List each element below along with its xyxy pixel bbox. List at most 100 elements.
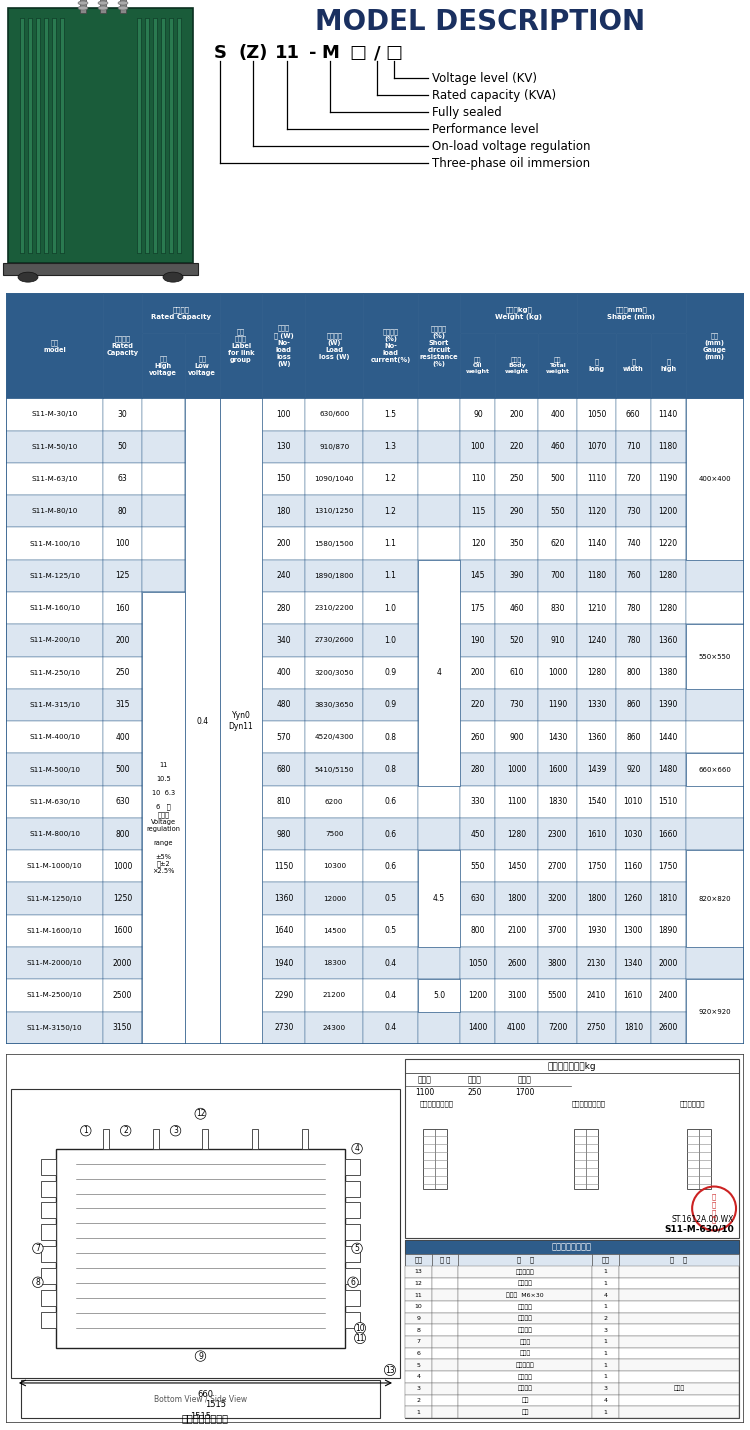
Bar bbox=[418, 430, 460, 463]
Text: 1580/1500: 1580/1500 bbox=[314, 541, 354, 546]
Bar bbox=[458, 1254, 592, 1266]
Bar bbox=[6, 625, 103, 656]
Bar bbox=[405, 1394, 432, 1406]
Ellipse shape bbox=[163, 272, 183, 282]
Text: 6: 6 bbox=[350, 1278, 355, 1287]
Text: 1.0: 1.0 bbox=[385, 636, 397, 645]
Text: 4: 4 bbox=[416, 1374, 420, 1380]
Text: S11-M-30/10: S11-M-30/10 bbox=[32, 412, 78, 418]
Text: 1: 1 bbox=[83, 1127, 88, 1135]
Bar bbox=[262, 1011, 305, 1044]
Text: 200: 200 bbox=[116, 636, 130, 645]
Bar bbox=[252, 1128, 258, 1148]
Text: On-load voltage regulation: On-load voltage regulation bbox=[432, 140, 590, 153]
Text: 1340: 1340 bbox=[623, 958, 643, 968]
Bar bbox=[458, 1301, 592, 1313]
Bar bbox=[460, 430, 496, 463]
Bar bbox=[142, 528, 184, 559]
Text: 低压穿线绝缘端子: 低压穿线绝缘端子 bbox=[420, 1101, 454, 1107]
Text: S11-M-63/10: S11-M-63/10 bbox=[32, 476, 78, 482]
Bar bbox=[220, 463, 262, 495]
Bar bbox=[418, 293, 460, 398]
Text: 3150: 3150 bbox=[112, 1024, 132, 1032]
Text: 1200: 1200 bbox=[468, 991, 488, 1000]
Bar bbox=[262, 915, 305, 947]
Bar bbox=[616, 980, 651, 1011]
Bar bbox=[651, 785, 686, 818]
Text: 备    注: 备 注 bbox=[670, 1257, 688, 1264]
Bar bbox=[432, 1371, 458, 1383]
Bar bbox=[686, 689, 744, 721]
Bar bbox=[432, 1254, 458, 1266]
Bar bbox=[262, 656, 305, 689]
Bar bbox=[496, 754, 538, 785]
Text: 820×820: 820×820 bbox=[698, 895, 731, 902]
Bar bbox=[496, 947, 538, 980]
Text: S11-M-50/10: S11-M-50/10 bbox=[32, 443, 78, 449]
Text: 1360: 1360 bbox=[586, 732, 606, 742]
Text: 1180: 1180 bbox=[658, 442, 678, 452]
Bar bbox=[41, 1158, 56, 1174]
Text: 800: 800 bbox=[626, 668, 640, 678]
Bar bbox=[460, 559, 496, 592]
Bar bbox=[142, 818, 184, 851]
Text: 1930: 1930 bbox=[586, 927, 606, 935]
Text: 2290: 2290 bbox=[274, 991, 293, 1000]
Bar bbox=[184, 1011, 220, 1044]
Bar bbox=[651, 656, 686, 689]
Bar bbox=[142, 495, 184, 528]
Bar bbox=[262, 947, 305, 980]
Text: 2: 2 bbox=[416, 1399, 420, 1403]
Bar bbox=[103, 785, 142, 818]
Text: 1010: 1010 bbox=[624, 798, 643, 807]
Text: 器身重
Body
weight: 器身重 Body weight bbox=[505, 358, 529, 375]
Text: 低压和线绝缘端子: 低压和线绝缘端子 bbox=[572, 1101, 605, 1107]
Bar bbox=[142, 785, 184, 818]
Text: S11-M-800/10: S11-M-800/10 bbox=[29, 831, 80, 837]
Text: 12: 12 bbox=[414, 1281, 422, 1286]
Bar bbox=[405, 1290, 432, 1301]
Bar bbox=[142, 851, 184, 882]
Text: Performance level: Performance level bbox=[432, 123, 538, 136]
Bar bbox=[305, 559, 363, 592]
Bar bbox=[458, 1313, 592, 1324]
Bar bbox=[432, 1348, 458, 1360]
Text: 21200: 21200 bbox=[322, 992, 346, 998]
Bar bbox=[103, 721, 142, 754]
Bar bbox=[184, 528, 220, 559]
Bar bbox=[418, 785, 460, 818]
Bar bbox=[184, 754, 220, 785]
Bar bbox=[651, 528, 686, 559]
Text: 0.5: 0.5 bbox=[385, 894, 397, 904]
Text: 145: 145 bbox=[471, 572, 485, 581]
Text: 3: 3 bbox=[604, 1386, 608, 1391]
Text: S11-M-2500/10: S11-M-2500/10 bbox=[27, 992, 82, 998]
Bar bbox=[28, 19, 32, 253]
Text: /: / bbox=[374, 44, 380, 61]
Text: 660: 660 bbox=[626, 410, 640, 419]
Bar bbox=[616, 1011, 651, 1044]
Text: S11-M-250/10: S11-M-250/10 bbox=[29, 669, 80, 675]
Bar bbox=[460, 656, 496, 689]
Bar bbox=[142, 882, 184, 915]
Text: 860: 860 bbox=[626, 732, 640, 742]
Bar bbox=[686, 754, 744, 785]
Bar bbox=[432, 1277, 458, 1290]
Bar bbox=[418, 851, 460, 947]
Text: 350: 350 bbox=[509, 539, 524, 548]
Bar bbox=[142, 625, 184, 656]
Bar bbox=[220, 559, 262, 592]
Bar bbox=[619, 1301, 739, 1313]
Text: 1: 1 bbox=[604, 1304, 608, 1310]
Bar bbox=[142, 980, 184, 1011]
Bar bbox=[418, 882, 460, 915]
Bar bbox=[220, 293, 262, 398]
Text: 160: 160 bbox=[116, 603, 130, 612]
Bar bbox=[345, 1158, 360, 1174]
Bar bbox=[363, 293, 418, 398]
Text: 1700: 1700 bbox=[515, 1088, 534, 1097]
Bar bbox=[56, 1148, 345, 1348]
Bar bbox=[616, 754, 651, 785]
Bar bbox=[184, 463, 220, 495]
Text: 变压器外形尺寸图: 变压器外形尺寸图 bbox=[182, 1413, 229, 1423]
